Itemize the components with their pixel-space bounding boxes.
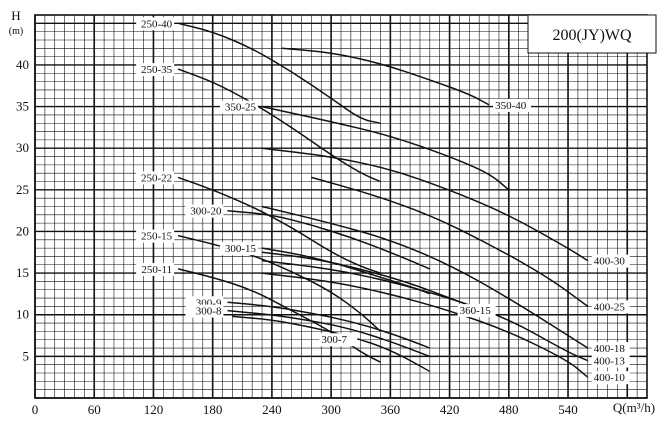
curve-400-10: [261, 272, 589, 378]
curve-label-360-15: 360-15: [460, 305, 492, 317]
curve-label-bg: [136, 229, 175, 243]
curve-label-bg: [493, 98, 532, 112]
curve-label-bg: [591, 300, 630, 314]
curve-label-bg: [136, 17, 175, 31]
x-tick-label: 300: [321, 402, 341, 417]
x-tick-label: 420: [440, 402, 460, 417]
curve-300-8: [227, 309, 431, 358]
y-tick-label: 40: [16, 57, 29, 72]
curve-label-300-20: 300-20: [190, 206, 222, 218]
curve-label-bg: [319, 333, 358, 347]
y-tick-label: 20: [16, 223, 29, 238]
chart-title-box: 200(JY)WQ: [527, 14, 657, 54]
curve-label-bg: [136, 171, 175, 185]
curve-label-350-40: 350-40: [495, 100, 527, 112]
curve-label-bg: [220, 100, 259, 114]
y-tick-label: 5: [23, 348, 30, 363]
tick-labels: 0 60 120 180 240 300 360 420 480 540 5 10 15 20 25 30 35…: [16, 57, 578, 417]
curve-label-350-25: 350-25: [225, 102, 257, 114]
y-tick-label: 35: [16, 99, 29, 114]
curve-label-bg: [591, 371, 630, 385]
curve-label-bg: [220, 242, 259, 256]
curve-300-20: [227, 209, 431, 270]
curve-label-bg: [457, 304, 496, 318]
curve-250-22: [177, 176, 382, 274]
curve-300-7: [232, 315, 431, 373]
chart-title: 200(JY)WQ: [552, 27, 632, 44]
curve-250-35: [177, 68, 382, 183]
curve-400-18: [261, 205, 589, 349]
curve-label-bg: [136, 262, 175, 276]
curve-400-30: [261, 147, 589, 262]
curve-label-250-40: 250-40: [141, 18, 173, 30]
x-axis-label: Q(m³/h): [613, 400, 655, 415]
curve-label-300-8: 300-8: [196, 306, 222, 318]
y-tick-label: 25: [16, 182, 29, 197]
curve-label-400-10: 400-10: [594, 372, 626, 384]
curve-label-300-15: 300-15: [225, 243, 257, 255]
y-axis-label: H: [11, 8, 20, 23]
y-tick-label: 30: [16, 140, 29, 155]
curve-350-40: [281, 47, 490, 106]
y-tick-label: 10: [16, 307, 29, 322]
y-tick-label: 15: [16, 265, 29, 280]
x-tick-label: 240: [262, 402, 282, 417]
curve-label-bg: [185, 304, 224, 318]
curve-250-40: [177, 22, 382, 124]
x-tick-label: 540: [558, 402, 578, 417]
plot-frame: [34, 14, 648, 399]
x-tick-label: 480: [499, 402, 519, 417]
curve-labels: 250-40 250-35 350-40 350-25 400-30 400-25 250-…: [136, 17, 630, 385]
curve-label-400-13: 400-13: [594, 356, 626, 368]
x-tick-label: 120: [144, 402, 164, 417]
curve-250-11: [177, 268, 381, 363]
curve-label-400-18: 400-18: [594, 343, 626, 355]
x-tick-label: 60: [88, 402, 101, 417]
curve-label-bg: [591, 342, 630, 356]
curve-label-250-35: 250-35: [141, 64, 173, 76]
curves: [177, 22, 589, 378]
x-tick-label: 0: [32, 402, 39, 417]
y-axis-unit: (m): [9, 26, 23, 37]
curve-label-bg: [591, 254, 630, 268]
curve-300-9: [227, 301, 431, 349]
curve-350-25: [261, 105, 510, 191]
x-tick-label: 360: [381, 402, 401, 417]
curve-400-13: [261, 259, 589, 362]
curve-label-250-15: 250-15: [141, 231, 173, 243]
curve-label-bg: [591, 354, 630, 368]
curve-label-bg: [185, 204, 224, 218]
curve-label-400-25: 400-25: [594, 301, 626, 313]
curve-label-250-22: 250-22: [141, 172, 172, 184]
curve-250-15: [177, 234, 382, 333]
curve-label-400-30: 400-30: [594, 256, 626, 268]
curve-label-250-11: 250-11: [141, 264, 172, 276]
curve-label-300-7: 300-7: [321, 334, 347, 346]
curve-label-bg: [136, 63, 175, 77]
x-tick-label: 180: [203, 402, 223, 417]
title-frame: [527, 14, 657, 54]
curve-400-25: [311, 176, 589, 307]
